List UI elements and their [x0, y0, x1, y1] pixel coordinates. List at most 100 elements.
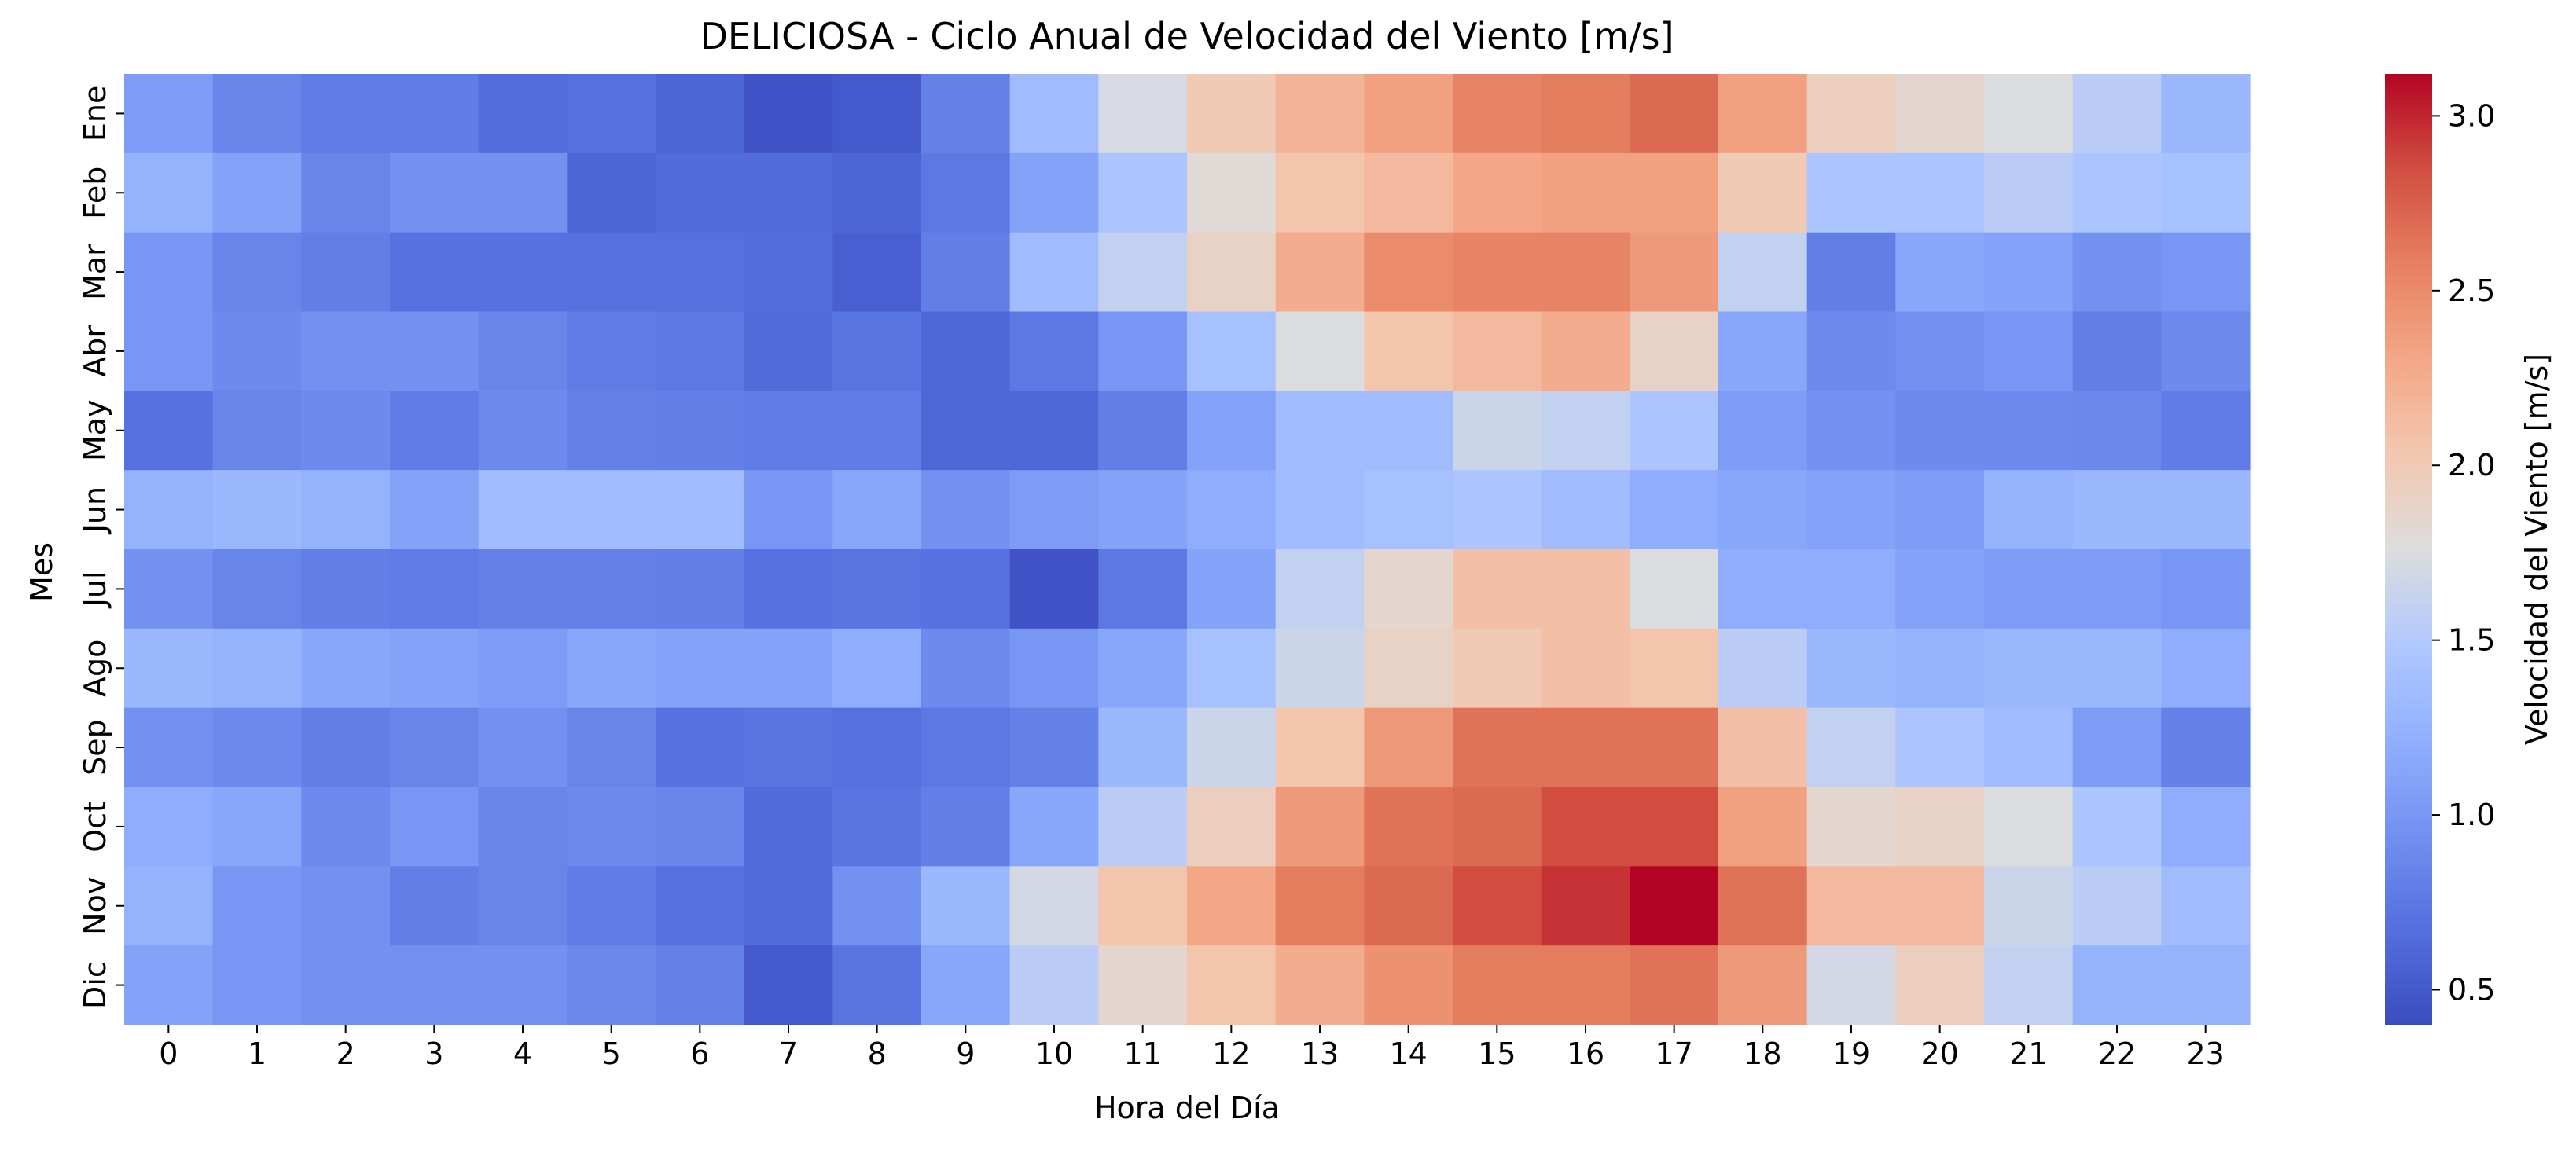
heatmap-cell [478, 787, 568, 867]
x-tick-label: 21 [2009, 1036, 2047, 1071]
heatmap-cell [567, 549, 656, 629]
x-tick-label: 7 [779, 1036, 798, 1071]
y-tick-label: Abr [78, 325, 112, 377]
x-tick-label: 19 [1832, 1036, 1870, 1071]
heatmap-cell [1895, 470, 1985, 550]
heatmap-cell [2072, 74, 2162, 154]
heatmap-cell [1275, 866, 1365, 946]
heatmap-cell [832, 945, 922, 1025]
heatmap-cell [2161, 232, 2251, 313]
heatmap-cell [124, 866, 214, 946]
heatmap-cell [832, 74, 922, 154]
heatmap-cell [1009, 866, 1099, 946]
heatmap-cell [1275, 74, 1365, 154]
heatmap-cell [1364, 470, 1453, 550]
heatmap-cell [478, 628, 568, 709]
heatmap-cell [1187, 549, 1277, 629]
heatmap-cell [1009, 391, 1099, 471]
heatmap-cell [390, 549, 480, 629]
heatmap-cell [1275, 945, 1365, 1025]
heatmap-cell [744, 74, 833, 154]
heatmap-cell [1984, 232, 2074, 313]
heatmap-cell [1895, 945, 1985, 1025]
heatmap-cell [1187, 470, 1277, 550]
heatmap-cell [478, 945, 568, 1025]
heatmap-cell [478, 549, 568, 629]
heatmap-cell [921, 391, 1011, 471]
colorbar-label: Velocidad del Viento [m/s] [2519, 354, 2554, 745]
heatmap-cell [567, 945, 656, 1025]
heatmap-cell [212, 311, 302, 391]
heatmap-cell [744, 945, 833, 1025]
heatmap-cell [1984, 707, 2074, 788]
heatmap-cell [2161, 470, 2251, 550]
heatmap-cell [1009, 470, 1099, 550]
heatmap-cell [1630, 470, 1719, 550]
heatmap-cell [567, 232, 656, 313]
heatmap-cell [832, 232, 922, 313]
heatmap-cell [1187, 232, 1277, 313]
heatmap-cell [1098, 707, 1188, 788]
heatmap-cell [1453, 391, 1542, 471]
heatmap-cell [1630, 74, 1719, 154]
heatmap-cell [2161, 74, 2251, 154]
heatmap-cell [1895, 152, 1985, 233]
heatmap-cell [1806, 945, 1896, 1025]
heatmap-cell [1187, 866, 1277, 946]
heatmap-cell [1453, 74, 1542, 154]
heatmap-cell [1098, 152, 1188, 233]
heatmap-cell [1895, 707, 1985, 788]
heatmap-cell [1806, 549, 1896, 629]
heatmap-cell [1630, 945, 1719, 1025]
heatmap-cell [1718, 152, 1808, 233]
x-tick-label: 17 [1655, 1036, 1692, 1071]
heatmap-cell [1541, 787, 1630, 867]
heatmap-cell [478, 866, 568, 946]
heatmap-cell [656, 470, 745, 550]
heatmap-cell [2161, 945, 2251, 1025]
heatmap-cell [2072, 866, 2162, 946]
heatmap-cell [1895, 232, 1985, 313]
heatmap-cell [1364, 152, 1453, 233]
heatmap-cell [656, 311, 745, 391]
heatmap-cell [1895, 311, 1985, 391]
heatmap-cell [2072, 945, 2162, 1025]
y-tick-label: Nov [78, 877, 112, 935]
heatmap-cell [1984, 628, 2074, 709]
heatmap-cell [1275, 787, 1365, 867]
heatmap-cell [1630, 152, 1719, 233]
heatmap-cell [1630, 628, 1719, 709]
y-tick-label: Sep [78, 719, 112, 776]
heatmap-cell [1630, 866, 1719, 946]
heatmap-cell [744, 866, 833, 946]
heatmap-cell [1453, 787, 1542, 867]
heatmap-cell [2072, 470, 2162, 550]
heatmap-cell [124, 470, 214, 550]
heatmap-cell [2161, 866, 2251, 946]
heatmap-cell [744, 707, 833, 788]
heatmap-cell [1718, 866, 1808, 946]
heatmap-cell [832, 152, 922, 233]
heatmap-cell [212, 232, 302, 313]
x-tick-label: 11 [1123, 1036, 1161, 1071]
heatmap-cell [744, 391, 833, 471]
heatmap-cell [1984, 549, 2074, 629]
heatmap-cell [478, 152, 568, 233]
heatmap-cell [301, 628, 391, 709]
x-tick-label: 8 [868, 1036, 887, 1071]
heatmap-cell [1718, 628, 1808, 709]
heatmap-cell [1275, 391, 1365, 471]
x-tick-label: 15 [1478, 1036, 1516, 1071]
heatmap-cell [1187, 707, 1277, 788]
heatmap-cell [2072, 628, 2162, 709]
heatmap-cell [301, 787, 391, 867]
heatmap-cell [567, 866, 656, 946]
heatmap-cell [212, 707, 302, 788]
heatmap-cell [1718, 549, 1808, 629]
heatmap-cell [1895, 866, 1985, 946]
heatmap-cell [1275, 707, 1365, 788]
heatmap-cell [1275, 470, 1365, 550]
heatmap-cell [124, 152, 214, 233]
heatmap-cell [567, 470, 656, 550]
